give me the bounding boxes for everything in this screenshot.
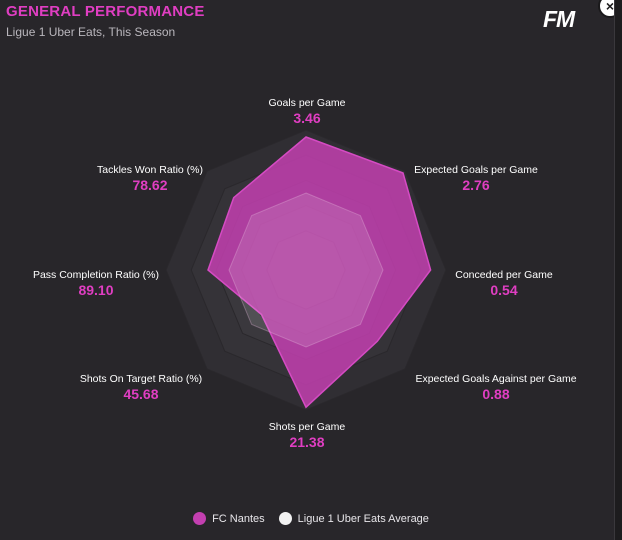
legend-item-fc-nantes[interactable]: FC Nantes xyxy=(193,512,265,525)
page-subtitle: Ligue 1 Uber Eats, This Season xyxy=(6,25,176,39)
axis-label: Goals per Game 3.46 xyxy=(207,97,407,126)
axis-label-value: 78.62 xyxy=(132,177,168,193)
axis-label-name: Goals per Game xyxy=(268,97,346,109)
axis-label-name: Conceded per Game xyxy=(455,269,553,281)
axis-label: Expected Goals Against per Game 0.88 xyxy=(396,373,596,402)
axis-label-name: Tackles Won Ratio (%) xyxy=(96,164,203,176)
axis-label-value: 2.76 xyxy=(462,177,490,193)
axis-label-name: Pass Completion Ratio (%) xyxy=(32,269,160,281)
axis-label: Shots On Target Ratio (%) 45.68 xyxy=(41,373,241,402)
axis-label-value: 0.88 xyxy=(482,386,510,402)
axis-label: Tackles Won Ratio (%) 78.62 xyxy=(50,164,250,193)
axis-label: Expected Goals per Game 2.76 xyxy=(376,164,576,193)
page-title: GENERAL PERFORMANCE xyxy=(6,3,205,20)
axis-label: Conceded per Game 0.54 xyxy=(404,269,604,298)
axis-label-value: 89.10 xyxy=(78,282,114,298)
series-league-average xyxy=(228,192,384,348)
axis-label-value: 21.38 xyxy=(289,434,325,450)
chart-legend: FC Nantes Ligue 1 Uber Eats Average xyxy=(0,512,622,525)
axis-label: Pass Completion Ratio (%) 89.10 xyxy=(0,269,196,298)
series-fc-nantes xyxy=(207,136,432,409)
legend-dot-league-average xyxy=(278,512,292,525)
axis-label-value: 3.46 xyxy=(293,110,321,126)
axis-label-name: Expected Goals Against per Game xyxy=(415,373,577,385)
legend-item-league-average[interactable]: Ligue 1 Uber Eats Average xyxy=(278,512,429,525)
fm-logo: FM xyxy=(543,6,575,32)
axis-label-name: Shots On Target Ratio (%) xyxy=(79,373,203,385)
axis-label: Shots per Game 21.38 xyxy=(207,421,407,450)
axis-label-value: 45.68 xyxy=(123,386,159,402)
axis-label-name: Shots per Game xyxy=(268,421,346,433)
legend-label: FC Nantes xyxy=(212,512,265,525)
window-edge xyxy=(614,0,622,540)
axis-label-name: Expected Goals per Game xyxy=(414,164,538,176)
legend-dot-fc-nantes xyxy=(193,512,207,525)
axis-label-value: 0.54 xyxy=(490,282,518,298)
legend-label: Ligue 1 Uber Eats Average xyxy=(297,512,429,525)
